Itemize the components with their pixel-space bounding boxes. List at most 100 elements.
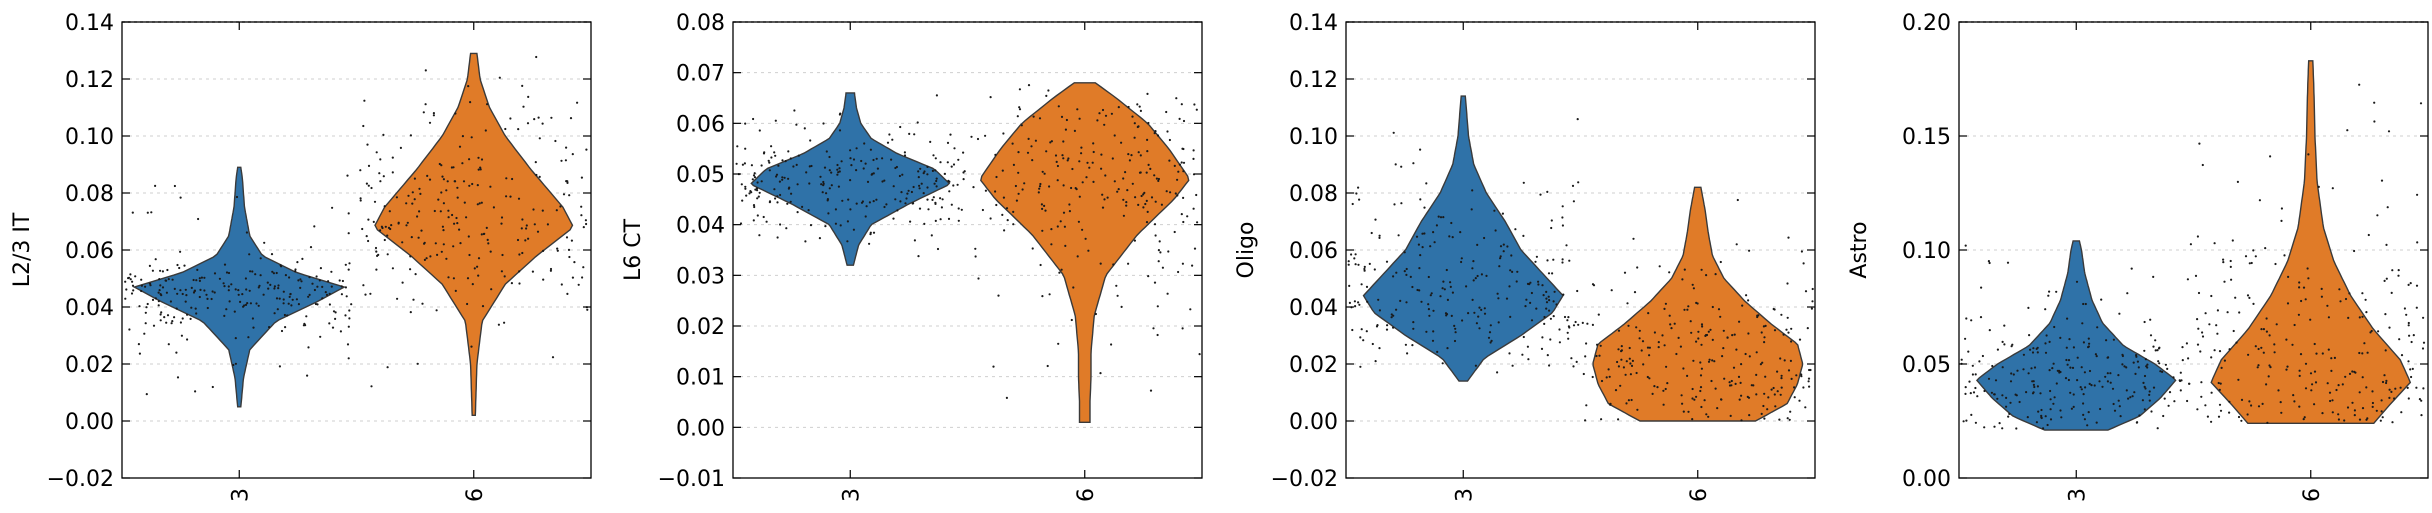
data-point — [2344, 375, 2347, 378]
data-point — [1476, 243, 1479, 246]
data-point — [268, 326, 271, 329]
data-point — [435, 309, 438, 312]
data-point — [1629, 373, 1632, 376]
data-point — [1609, 403, 1612, 406]
data-point — [1745, 294, 1748, 297]
data-point — [935, 179, 938, 183]
data-point — [2407, 397, 2410, 400]
data-point — [2231, 239, 2234, 242]
data-point — [1508, 352, 1511, 355]
data-point — [777, 164, 780, 167]
data-point — [1142, 206, 1145, 209]
data-point — [471, 283, 474, 286]
points-3 — [735, 94, 966, 258]
data-point — [2380, 179, 2384, 182]
data-point — [489, 250, 492, 253]
data-point — [348, 262, 351, 265]
data-point — [2315, 352, 2318, 355]
data-point — [1489, 324, 1492, 327]
data-point — [1683, 308, 1686, 311]
x-tick-label: 3 — [1452, 488, 1477, 502]
data-point — [2365, 311, 2368, 314]
points-3 — [124, 174, 353, 396]
data-point — [1472, 260, 1475, 263]
data-point — [976, 137, 980, 141]
data-point — [363, 99, 366, 102]
data-point — [1548, 299, 1551, 302]
data-point — [148, 282, 152, 285]
data-point — [1581, 321, 1584, 324]
data-point — [2180, 379, 2183, 382]
data-point — [2265, 383, 2268, 386]
data-point — [1461, 319, 1464, 322]
data-point — [2390, 291, 2393, 294]
data-point — [1545, 290, 1548, 293]
data-point — [145, 393, 148, 396]
data-point — [1357, 301, 1360, 304]
data-point — [1983, 389, 1986, 393]
data-point — [452, 245, 455, 248]
data-point — [2145, 365, 2148, 368]
data-point — [410, 236, 413, 239]
data-point — [1780, 377, 1783, 380]
data-point — [901, 173, 904, 176]
data-point — [792, 165, 795, 168]
data-point — [868, 242, 871, 245]
data-point — [171, 320, 174, 323]
data-point — [1790, 327, 1793, 330]
data-point — [484, 129, 487, 132]
data-point — [1534, 260, 1537, 263]
data-point — [866, 180, 870, 183]
data-point — [741, 199, 744, 202]
data-point — [228, 300, 231, 303]
data-point — [768, 169, 771, 172]
data-point — [1454, 327, 1457, 330]
data-point — [2298, 281, 2301, 284]
data-point — [1964, 337, 1967, 340]
data-point — [2218, 350, 2222, 353]
data-point — [1169, 191, 1172, 194]
data-point — [1695, 395, 1698, 398]
data-point — [145, 306, 148, 309]
data-point — [2361, 315, 2364, 318]
data-point — [2187, 357, 2190, 360]
data-point — [1064, 244, 1067, 247]
data-point — [1472, 279, 1475, 282]
data-point — [195, 312, 198, 315]
data-point — [1542, 294, 1545, 297]
data-point — [2213, 349, 2216, 352]
data-point — [1368, 262, 1371, 265]
data-point — [533, 223, 536, 226]
data-point — [159, 269, 162, 272]
data-point — [892, 185, 895, 188]
data-point — [286, 314, 289, 317]
data-point — [203, 276, 206, 279]
data-point — [328, 303, 331, 306]
data-point — [808, 182, 811, 185]
data-point — [413, 177, 416, 180]
data-point — [242, 305, 245, 308]
data-point — [1483, 307, 1486, 310]
data-point — [1154, 234, 1157, 237]
y-tick-label: 0.06 — [1289, 239, 1338, 264]
data-point — [160, 294, 163, 297]
data-point — [2039, 392, 2042, 395]
data-point — [1692, 359, 1695, 362]
data-point — [1115, 284, 1118, 287]
data-point — [2351, 370, 2354, 373]
data-point — [249, 302, 252, 305]
data-point — [953, 147, 956, 150]
data-point — [518, 253, 521, 256]
data-point — [1017, 151, 1020, 154]
data-point — [2397, 274, 2400, 277]
data-point — [2109, 372, 2112, 375]
data-point — [2383, 374, 2386, 377]
data-point — [161, 270, 164, 273]
data-point — [1192, 157, 1195, 160]
data-point — [373, 200, 377, 203]
data-point — [981, 208, 985, 212]
data-point — [1691, 397, 1694, 400]
data-point — [1576, 118, 1579, 121]
data-point — [755, 187, 759, 190]
data-point — [1697, 337, 1700, 340]
